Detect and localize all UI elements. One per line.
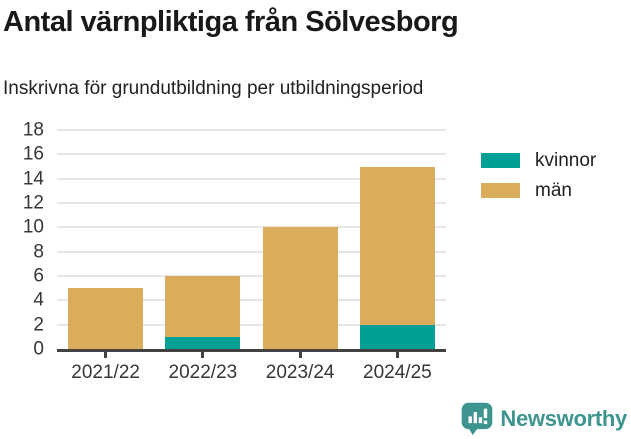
x-tick-mark [104, 352, 108, 358]
newsworthy-speech-bubble-chart-icon [462, 402, 493, 436]
x-tick-label: 2021/22 [71, 362, 140, 383]
x-tick-mark [298, 352, 302, 358]
bar-segment-män [262, 227, 338, 349]
bar-group [252, 130, 349, 349]
y-axis: 0 2 4 6 8 10 12 14 16 18 [0, 121, 44, 359]
x-tick: 2022/23 [154, 352, 251, 384]
y-tick-label: 16 [22, 143, 44, 165]
y-tick-label: 0 [33, 338, 44, 360]
newsworthy-logo-text: Newsworthy [500, 405, 627, 431]
legend-item-kvinnor: kvinnor [481, 151, 596, 170]
y-tick-label: 6 [33, 265, 44, 287]
y-tick-label: 10 [22, 216, 44, 238]
bar-segment-män [68, 288, 144, 349]
y-tick-label: 18 [22, 119, 44, 141]
x-tick: 2024/25 [349, 352, 446, 384]
bar-group [154, 130, 251, 349]
gridline [57, 202, 446, 205]
x-tick-label: 2023/24 [265, 362, 335, 383]
legend-label: män [535, 180, 572, 201]
stacked-bar [68, 130, 144, 349]
gridline [57, 153, 446, 156]
legend-item-män: män [481, 181, 596, 200]
stacked-bar [165, 130, 241, 349]
bar-segment-kvinnor [165, 336, 241, 349]
legend: kvinnor män [481, 151, 596, 200]
gridline [57, 129, 446, 131]
gridline [57, 226, 446, 229]
y-tick-label: 2 [33, 314, 44, 336]
plot-area [57, 129, 446, 352]
chart-subtitle: Inskrivna för grundutbildning per utbild… [3, 78, 424, 99]
bar-groups [57, 130, 446, 349]
x-tick-mark [201, 352, 205, 358]
gridline [57, 275, 446, 278]
bar-segment-män [359, 166, 435, 325]
x-tick-mark [395, 352, 399, 358]
gridline [57, 177, 446, 180]
legend-swatch [481, 153, 520, 168]
bar-group [57, 130, 154, 349]
y-tick-label: 14 [22, 168, 44, 190]
x-axis: 2021/22 2022/23 2023/24 2024/25 [57, 352, 446, 384]
x-tick-label: 2022/23 [168, 362, 238, 383]
bar-group [349, 130, 446, 349]
newsworthy-logo-link[interactable]: Newsworthy [460, 401, 627, 436]
stacked-bar [262, 130, 338, 349]
y-tick-label: 4 [33, 289, 44, 311]
stacked-bar [359, 130, 435, 349]
legend-swatch [481, 183, 520, 198]
x-tick: 2021/22 [57, 352, 154, 384]
gridline [57, 250, 446, 253]
legend-label: kvinnor [535, 150, 597, 171]
bar-segment-män [165, 276, 241, 337]
x-tick: 2023/24 [252, 352, 349, 384]
gridline [57, 299, 446, 302]
x-tick-label: 2024/25 [363, 362, 432, 383]
y-tick-label: 12 [22, 192, 44, 214]
gridline [57, 323, 446, 326]
bar-segment-kvinnor [359, 324, 435, 349]
y-tick-label: 8 [33, 241, 44, 263]
chart-title: Antal värnpliktiga från Sölvesborg [3, 6, 459, 38]
